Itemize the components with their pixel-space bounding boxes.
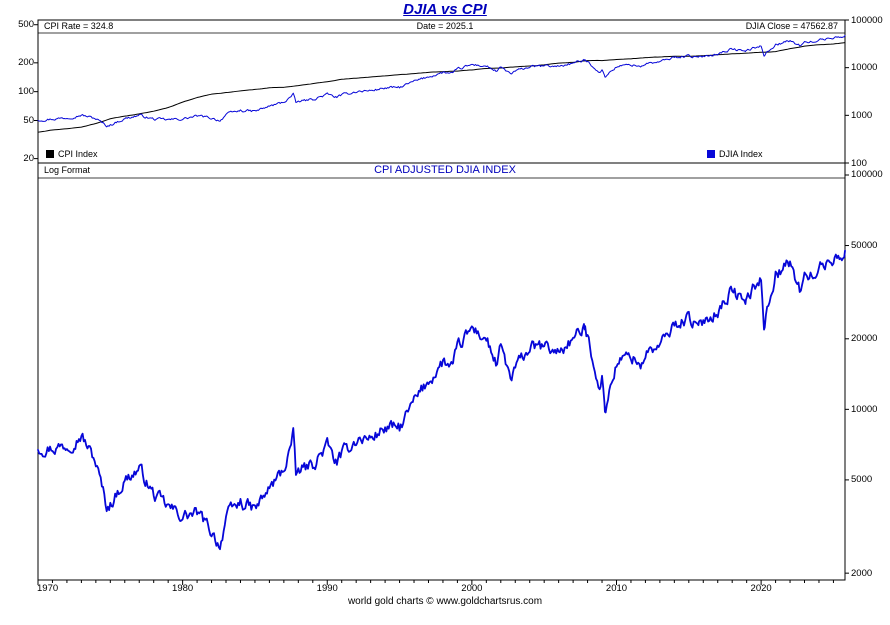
cpi-legend-swatch-icon bbox=[46, 150, 54, 158]
footer-credit: world gold charts © www.goldchartsrus.co… bbox=[347, 596, 543, 607]
djia-legend-swatch-icon bbox=[707, 150, 715, 158]
bottom-panel-title: CPI ADJUSTED DJIA INDEX bbox=[374, 164, 516, 176]
chart-title: DJIA vs CPI bbox=[403, 1, 487, 18]
legend-cpi-index: CPI Index bbox=[46, 149, 98, 159]
cpi-rate-annotation: CPI Rate = 324.8 bbox=[44, 21, 114, 31]
log-format-label: Log Format bbox=[44, 165, 91, 175]
djia-legend-label: DJIA Index bbox=[719, 149, 763, 159]
date-annotation: Date = 2025.1 bbox=[416, 21, 474, 31]
cpi-legend-label: CPI Index bbox=[58, 149, 98, 159]
djia-close-annotation: DJIA Close = 47562.87 bbox=[745, 21, 838, 31]
legend-djia-index: DJIA Index bbox=[707, 149, 763, 159]
